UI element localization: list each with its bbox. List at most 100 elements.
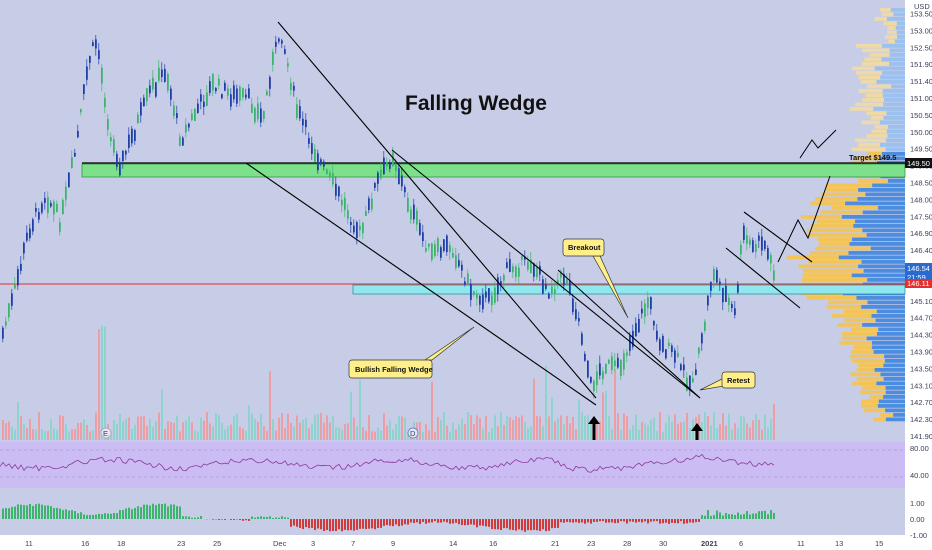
candle <box>287 63 289 67</box>
volume-bar <box>638 429 640 440</box>
macd-bar <box>347 519 349 531</box>
volume-profile-down <box>861 260 905 264</box>
macd-bar <box>110 513 112 519</box>
candle <box>323 161 325 167</box>
volume-bar <box>143 415 145 440</box>
candle <box>35 208 37 212</box>
candle <box>647 297 649 309</box>
candle <box>5 321 7 326</box>
volume-bar <box>452 422 454 440</box>
macd-bar <box>344 519 346 530</box>
volume-profile-up <box>851 359 885 363</box>
candle <box>284 49 286 54</box>
y-tick-label: 143.50 <box>910 364 932 373</box>
volume-bar <box>5 423 7 440</box>
volume-profile-down <box>862 323 905 327</box>
volume-profile-up <box>810 251 849 255</box>
macd-bar <box>536 519 538 531</box>
macd-bar <box>371 519 373 529</box>
macd-bar <box>644 519 646 522</box>
candle <box>416 210 418 225</box>
candle <box>632 330 634 347</box>
macd-bar <box>272 517 274 519</box>
macd-bar <box>26 505 28 519</box>
volume-profile-down <box>875 318 905 323</box>
macd-bar <box>446 519 448 523</box>
candle <box>629 335 631 351</box>
candle <box>170 88 172 100</box>
x-tick-label: 23 <box>177 539 185 548</box>
volume-bar <box>401 416 403 440</box>
volume-profile-down <box>890 8 905 12</box>
macd-bar <box>479 519 481 526</box>
macd-bar <box>656 519 658 522</box>
macd-bar <box>65 509 67 519</box>
candle <box>500 281 502 286</box>
volume-profile-down <box>883 377 905 381</box>
candle <box>674 350 676 363</box>
volume-profile-down <box>851 237 905 242</box>
volume-bar <box>365 430 367 440</box>
volume-profile-down <box>894 39 905 44</box>
y-tick-label: 151.90 <box>910 60 932 69</box>
volume-bar <box>710 425 712 440</box>
macd-bar <box>77 513 79 519</box>
macd-bar <box>692 519 694 523</box>
macd-bar <box>704 515 706 519</box>
candle <box>644 303 646 317</box>
volume-bar <box>368 414 370 440</box>
volume-bar <box>305 417 307 440</box>
macd-bar <box>623 519 625 522</box>
volume-bar <box>353 417 355 440</box>
volume-profile-up <box>879 8 891 12</box>
macd-bar <box>593 519 595 522</box>
candle <box>83 84 85 94</box>
volume-profile-up <box>853 156 880 161</box>
candle <box>299 106 301 119</box>
macd-bar <box>431 519 433 523</box>
volume-bar <box>227 426 229 440</box>
macd-bar <box>473 519 475 525</box>
volume-bar <box>524 421 526 440</box>
candle <box>122 150 124 161</box>
macd-bar <box>635 519 637 523</box>
x-tick-label: 30 <box>659 539 667 548</box>
y-tick-label: 145.10 <box>910 297 932 306</box>
volume-bar <box>653 417 655 440</box>
macd-bar <box>701 515 703 519</box>
volume-profile-down <box>884 359 905 363</box>
volume-bar <box>155 420 157 440</box>
volume-bar <box>263 426 265 440</box>
candle <box>470 283 472 301</box>
volume-bar <box>350 391 352 440</box>
volume-bar <box>536 415 538 440</box>
x-tick-label: 16 <box>489 539 497 548</box>
macd-bar <box>770 510 772 519</box>
volume-bar <box>755 413 757 440</box>
target-price-text: 149.50 <box>907 159 930 168</box>
volume-bar <box>602 392 604 440</box>
volume-profile-up <box>839 341 872 345</box>
candle <box>641 308 643 314</box>
retest-label: Retest <box>727 376 750 385</box>
projection-path-target <box>799 129 837 159</box>
candle <box>179 136 181 146</box>
event-e-label: E <box>103 429 108 438</box>
macd-bar <box>671 519 673 523</box>
candle <box>182 137 184 146</box>
volume-profile-up <box>887 30 897 35</box>
volume-profile-down <box>882 71 905 75</box>
macd-bar <box>2 508 4 519</box>
macd-bar <box>188 516 190 519</box>
candle <box>329 172 331 177</box>
macd-bar <box>152 503 154 519</box>
volume-bar <box>521 415 523 440</box>
macd-bar <box>14 506 16 519</box>
macd-bar <box>164 503 166 519</box>
macd-bar <box>137 506 139 519</box>
candle <box>206 92 208 107</box>
volume-profile-down <box>885 147 905 152</box>
volume-bar <box>734 423 736 440</box>
candle <box>218 78 220 86</box>
macd-bar <box>284 517 286 519</box>
